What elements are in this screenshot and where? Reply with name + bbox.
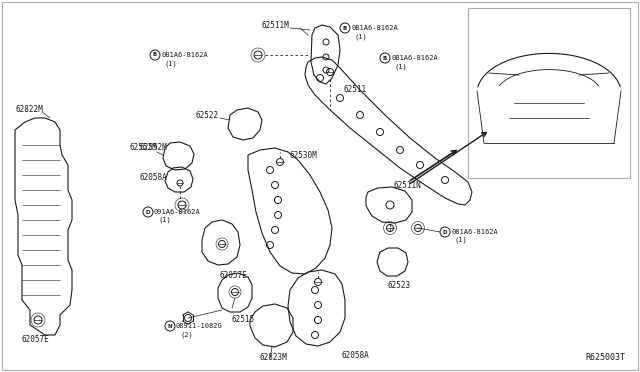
Text: 62515: 62515: [232, 315, 255, 324]
Text: 62511: 62511: [344, 86, 367, 94]
Text: 62552M: 62552M: [140, 144, 168, 153]
Text: (1): (1): [355, 34, 368, 40]
Text: R625003T: R625003T: [585, 353, 625, 362]
Text: 62552M: 62552M: [130, 144, 157, 153]
Text: 62523: 62523: [388, 280, 411, 289]
Text: 62058A: 62058A: [342, 350, 370, 359]
Text: B: B: [343, 26, 347, 31]
Text: B: B: [153, 52, 157, 58]
Text: 091A6-8162A: 091A6-8162A: [154, 209, 201, 215]
Text: 62530M: 62530M: [290, 151, 317, 160]
Text: 0B1A6-8162A: 0B1A6-8162A: [351, 25, 397, 31]
Text: 62057E: 62057E: [22, 336, 50, 344]
Text: N: N: [168, 324, 172, 328]
Text: 62057E: 62057E: [220, 270, 248, 279]
Text: 62511M: 62511M: [262, 20, 290, 29]
Text: (1): (1): [158, 217, 171, 223]
Text: B: B: [383, 55, 387, 61]
Text: 081A6-8162A: 081A6-8162A: [451, 229, 498, 235]
Text: D: D: [443, 230, 447, 234]
Text: (1): (1): [455, 237, 468, 243]
Text: 62511N: 62511N: [393, 180, 420, 189]
Text: (2): (2): [180, 332, 193, 338]
Text: 0B1A6-8162A: 0B1A6-8162A: [391, 55, 438, 61]
Text: (1): (1): [395, 64, 408, 70]
Text: 62822M: 62822M: [15, 106, 43, 115]
Text: 62058A: 62058A: [140, 173, 168, 183]
Text: 08911-1082G: 08911-1082G: [176, 323, 223, 329]
Text: 62823M: 62823M: [260, 353, 288, 362]
Text: D: D: [146, 209, 150, 215]
Bar: [468, 8, 630, 178]
Text: (1): (1): [165, 61, 178, 67]
Text: 62522: 62522: [195, 110, 218, 119]
Text: 0B1A6-8162A: 0B1A6-8162A: [161, 52, 208, 58]
